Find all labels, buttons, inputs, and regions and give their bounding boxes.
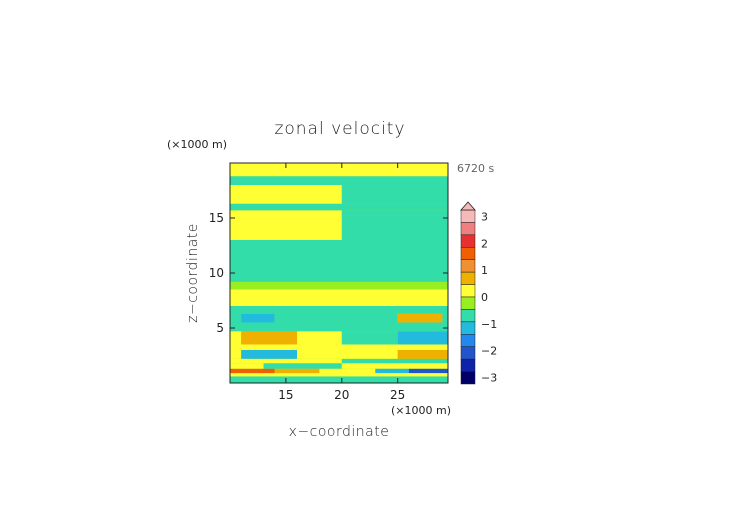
field-cell: [397, 313, 443, 323]
field-cell: [319, 368, 376, 374]
field-cell: [274, 368, 320, 374]
colorbar-swatch: [460, 259, 476, 273]
field-cell: [230, 373, 448, 377]
colorbar-swatch: [460, 234, 476, 248]
field-cell: [341, 331, 398, 345]
colorbar-swatch: [460, 271, 476, 285]
field-cell: [341, 358, 448, 364]
field-cell: [297, 350, 353, 359]
x-tick-label: 20: [334, 388, 349, 402]
field-cell: [397, 331, 448, 345]
colorbar-swatch: [460, 309, 476, 323]
field-cell: [230, 322, 448, 332]
field-cell: [263, 363, 342, 369]
colorbar-tick-label: 3: [481, 211, 488, 224]
field-cell: [230, 358, 342, 364]
y-axis-label: z−coordinate: [185, 223, 201, 323]
field-cell: [230, 376, 448, 383]
colorbar-tick-label: −2: [481, 345, 497, 358]
field-cell: [352, 350, 398, 359]
field-cell: [230, 306, 448, 314]
field-cell: [230, 176, 448, 185]
chart-title: zonal velocity: [274, 119, 405, 139]
x-tick-label: 25: [390, 388, 405, 402]
field-cell: [341, 185, 448, 204]
colorbar-swatch: [460, 334, 476, 347]
field-cell: [230, 203, 448, 211]
colorbar-swatch: [460, 209, 476, 223]
colorbar: 3 2 1 0 −1 −2 −3: [460, 201, 497, 385]
colorbar-tick-label: 0: [481, 291, 488, 304]
colorbar-tick-label: −1: [481, 318, 497, 331]
field-cell: [341, 210, 448, 240]
field-cell: [230, 350, 242, 359]
field-cell: [230, 289, 448, 306]
x-axis: 15 20 25: [278, 163, 405, 402]
field-cell: [397, 350, 448, 359]
field-cell: [230, 163, 448, 177]
y-tick-label: 5: [216, 321, 224, 335]
field-cell: [442, 313, 448, 323]
field-cell: [230, 344, 448, 350]
colorbar-swatch: [460, 321, 476, 335]
y-unit-label: (×1000 m): [167, 138, 227, 151]
field-cell: [230, 281, 448, 290]
colorbar-tick-label: 2: [481, 237, 488, 250]
field-cell: [241, 331, 298, 345]
field-cell: [230, 313, 242, 323]
x-unit-label: (×1000 m): [391, 404, 451, 417]
field-cell: [230, 368, 275, 374]
field-cell: [230, 363, 264, 369]
colorbar-swatch: [460, 358, 476, 372]
colorbar-swatch: [460, 371, 476, 385]
field-cell: [341, 363, 448, 369]
field-cell: [230, 240, 448, 257]
field-cell: [408, 368, 448, 374]
y-axis: 5 10 15: [209, 211, 448, 335]
field-layer: [230, 163, 448, 383]
y-tick-label: 10: [209, 266, 224, 280]
field-cell: [241, 350, 298, 359]
colorbar-extend-arrow: [460, 201, 476, 211]
x-tick-label: 15: [278, 388, 293, 402]
colorbar-swatch: [460, 284, 476, 298]
x-axis-label: x−coordinate: [289, 424, 390, 440]
field-cell: [230, 331, 242, 345]
field-cell: [241, 313, 275, 323]
colorbar-tick-label: 1: [481, 264, 488, 277]
y-tick-label: 15: [209, 211, 224, 225]
field-cell: [230, 256, 448, 282]
field-cell: [297, 331, 342, 345]
field-cell: [375, 368, 409, 374]
colorbar-swatch: [460, 247, 476, 260]
colorbar-swatch: [460, 296, 476, 310]
colorbar-tick-label: −3: [481, 371, 497, 384]
colorbar-swatch: [460, 346, 476, 360]
time-label: 6720 s: [457, 162, 494, 175]
field-cell: [230, 210, 342, 240]
colorbar-swatch: [460, 222, 476, 236]
field-cell: [274, 313, 398, 323]
field-cell: [230, 185, 342, 204]
